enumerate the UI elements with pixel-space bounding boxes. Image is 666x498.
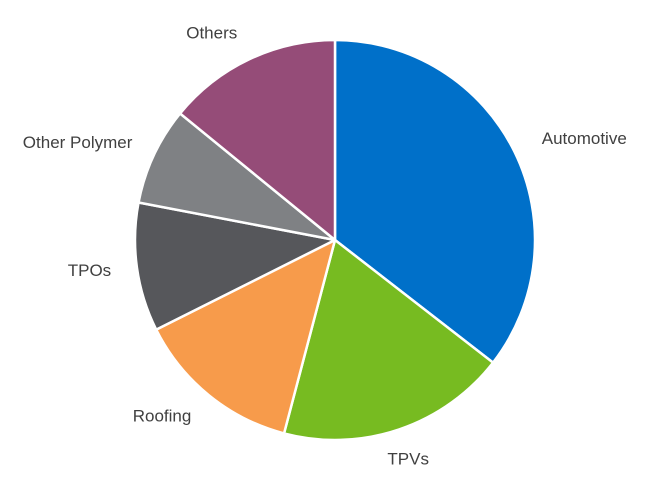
slice-label-others: Others [186, 23, 237, 42]
pie-slice-others [178, 38, 337, 242]
pie-slice-other-polymer [137, 112, 337, 242]
pie-slice-roofing [154, 238, 337, 435]
slice-label-other-polymer: Other Polymer [23, 133, 133, 152]
slice-label-automotive: Automotive [542, 129, 627, 148]
slice-label-tpos: TPOs [68, 261, 111, 280]
pie-slice-tpos [133, 201, 337, 331]
pie-slice-automotive [333, 38, 537, 364]
pie-slice-tpvs [282, 238, 495, 442]
slice-label-tpvs: TPVs [387, 449, 429, 468]
pie-labels: Automotive TPVs Roofing TPOs Other Polymer Ot… [23, 23, 627, 468]
pie-slices [133, 38, 537, 442]
slice-label-roofing: Roofing [133, 407, 192, 426]
